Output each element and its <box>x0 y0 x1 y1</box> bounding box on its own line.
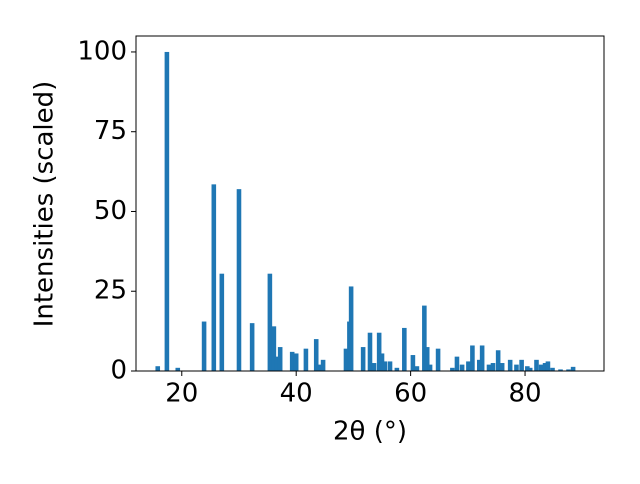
x-tick-label: 40 <box>280 379 313 409</box>
bar <box>479 345 485 371</box>
y-tick-label: 75 <box>94 116 127 146</box>
bar <box>379 353 385 371</box>
bar <box>542 363 548 371</box>
bar <box>424 347 430 371</box>
bar <box>274 356 280 371</box>
bar <box>348 286 354 371</box>
bar <box>313 339 319 371</box>
bar <box>566 369 571 371</box>
bar <box>236 189 242 371</box>
bar <box>414 366 420 371</box>
bar <box>514 364 519 371</box>
bar <box>570 366 576 371</box>
x-tick-label: 60 <box>394 379 427 409</box>
bar <box>219 273 225 371</box>
y-tick-label: 100 <box>77 36 127 66</box>
bar <box>367 332 373 371</box>
bar <box>201 321 207 371</box>
plot-frame <box>135 35 605 372</box>
y-tick-label: 25 <box>94 276 127 306</box>
bar <box>387 361 393 371</box>
x-tick-label: 80 <box>508 379 541 409</box>
bar <box>293 353 299 371</box>
bar <box>410 355 416 371</box>
bar <box>211 184 217 371</box>
bar <box>164 51 170 371</box>
bar <box>519 359 524 371</box>
bar <box>360 347 366 371</box>
bar <box>402 327 407 371</box>
bar <box>277 347 283 371</box>
x-axis-label: 2θ (°) <box>333 417 407 447</box>
bar <box>558 369 563 371</box>
bar <box>343 348 349 371</box>
bar <box>317 364 323 371</box>
bar <box>422 305 427 371</box>
bar <box>427 364 433 371</box>
bar <box>175 367 181 371</box>
bar <box>466 361 471 371</box>
bar <box>459 364 465 371</box>
y-tick-label: 0 <box>110 356 127 386</box>
bar <box>538 364 544 371</box>
bar <box>155 366 161 371</box>
y-tick-label: 50 <box>94 196 127 226</box>
bar <box>289 351 295 371</box>
bar <box>450 367 455 371</box>
bar <box>320 359 326 371</box>
bar <box>454 356 460 371</box>
bar <box>382 361 388 371</box>
bar <box>476 359 482 371</box>
bar <box>550 367 555 371</box>
x-tick-label: 20 <box>165 379 198 409</box>
bar <box>525 366 530 371</box>
bar <box>490 363 496 371</box>
bar <box>545 361 551 371</box>
bar <box>371 363 377 371</box>
y-axis-label: Intensities (scaled) <box>30 81 60 328</box>
bar <box>507 359 513 371</box>
bar <box>495 350 501 371</box>
bar <box>271 326 277 371</box>
bar <box>534 359 539 371</box>
bar <box>435 348 441 371</box>
bar <box>527 367 533 371</box>
bar <box>303 348 309 371</box>
bar <box>470 345 475 371</box>
bar <box>499 363 505 371</box>
bar <box>486 364 492 371</box>
bar <box>394 367 400 371</box>
bar <box>267 273 273 371</box>
bar <box>249 323 255 371</box>
bar <box>376 332 382 371</box>
